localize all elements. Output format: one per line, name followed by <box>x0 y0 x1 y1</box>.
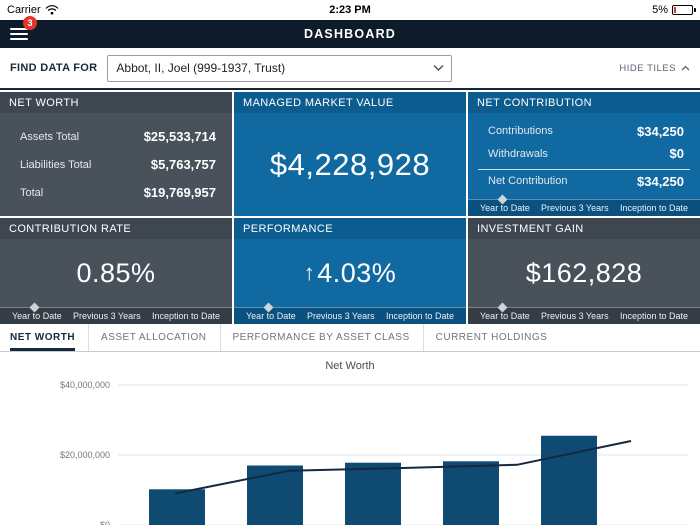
content-tabs: NET WORTH ASSET ALLOCATION PERFORMANCE B… <box>0 324 700 352</box>
stat-value: $19,769,957 <box>143 185 216 200</box>
performance-percent: 4.03% <box>317 257 397 288</box>
tile-net-worth: NET WORTH Assets Total $25,533,714 Liabi… <box>0 92 232 216</box>
hamburger-icon <box>10 28 28 30</box>
hide-tiles-button[interactable]: HIDE TILES <box>619 63 690 74</box>
tile-title: MANAGED MARKET VALUE <box>234 92 466 113</box>
period-tabs: Year to Date Previous 3 Years Inception … <box>468 194 700 216</box>
tab-asset-allocation[interactable]: ASSET ALLOCATION <box>88 324 219 351</box>
stat-row: Assets Total $25,533,714 <box>0 129 232 144</box>
client-select-wrap: Abbot, II, Joel (999-1937, Trust) <box>107 54 453 82</box>
stat-row: Net Contribution $34,250 <box>478 168 690 189</box>
battery-percent: 5% <box>652 4 668 16</box>
net-worth-chart: $40,000,000 $20,000,000 $0 <box>60 380 688 525</box>
stat-row: Liabilities Total $5,763,757 <box>0 157 232 172</box>
tile-title: PERFORMANCE <box>234 218 466 239</box>
y-axis-tick: $20,000,000 <box>60 450 110 460</box>
up-arrow-icon: ↑ <box>303 260 316 285</box>
find-data-bar: FIND DATA FOR Abbot, II, Joel (999-1937,… <box>0 48 700 90</box>
battery-level <box>673 7 676 13</box>
stat-row: Total $19,769,957 <box>0 185 232 200</box>
period-tabs: Year to Date Previous 3 Years Inception … <box>234 302 466 324</box>
notification-badge: 3 <box>23 16 37 30</box>
stat-value: $34,250 <box>637 123 684 139</box>
period-tab-previous-3-years[interactable]: Previous 3 Years <box>307 311 375 321</box>
period-tab-previous-3-years[interactable]: Previous 3 Years <box>541 311 609 321</box>
managed-market-value: $4,228,928 <box>269 146 431 182</box>
wifi-icon <box>45 5 59 15</box>
performance-value: ↑ 4.03% <box>234 239 466 307</box>
tab-performance-by-asset-class[interactable]: PERFORMANCE BY ASSET CLASS <box>220 324 423 351</box>
investment-gain-value: $162,828 <box>525 257 643 288</box>
period-tab-year-to-date[interactable]: Year to Date <box>480 203 530 213</box>
stat-row: Contributions $34,250 <box>468 124 700 139</box>
tile-title: INVESTMENT GAIN <box>468 218 700 239</box>
stat-label: Withdrawals <box>488 147 548 160</box>
app-header: 3 DASHBOARD <box>0 16 700 48</box>
period-tab-year-to-date[interactable]: Year to Date <box>480 311 530 321</box>
period-tabs: Year to Date Previous 3 Years Inception … <box>468 302 700 324</box>
tab-net-worth[interactable]: NET WORTH <box>10 324 88 351</box>
menu-button[interactable]: 3 <box>10 16 37 40</box>
tile-net-contribution: NET CONTRIBUTION Contributions $34,250 W… <box>468 92 700 216</box>
stat-value: $34,250 <box>637 173 684 189</box>
period-tab-previous-3-years[interactable]: Previous 3 Years <box>73 311 141 321</box>
bar <box>345 462 401 525</box>
tile-contribution-rate: CONTRIBUTION RATE 0.85% Year to Date Pre… <box>0 218 232 324</box>
tile-title: NET WORTH <box>0 92 232 113</box>
period-tabs: Year to Date Previous 3 Years Inception … <box>0 302 232 324</box>
tile-performance: PERFORMANCE ↑ 4.03% Year to Date Previou… <box>234 218 466 324</box>
client-selector[interactable]: Abbot, II, Joel (999-1937, Trust) <box>107 54 453 82</box>
y-axis-tick: $0 <box>100 520 110 525</box>
stat-row: Withdrawals $0 <box>468 146 700 161</box>
stat-value: $25,533,714 <box>143 129 216 144</box>
status-left: Carrier <box>7 4 137 16</box>
carrier-label: Carrier <box>7 4 41 16</box>
page-title: DASHBOARD <box>303 27 397 41</box>
tile-investment-gain: INVESTMENT GAIN $162,828 Year to Date Pr… <box>468 218 700 324</box>
find-data-label: FIND DATA FOR <box>10 62 98 74</box>
y-axis-tick: $40,000,000 <box>60 380 110 390</box>
chart-title: Net Worth <box>325 360 375 372</box>
tab-label: CURRENT HOLDINGS <box>435 332 548 343</box>
clock: 2:23 PM <box>329 4 371 16</box>
period-tab-inception-to-date[interactable]: Inception to Date <box>619 311 688 321</box>
stat-label: Contributions <box>488 125 553 137</box>
status-bar: Carrier 2:23 PM 5% <box>0 0 700 20</box>
tab-label: PERFORMANCE BY ASSET CLASS <box>232 332 410 343</box>
stat-rows: Contributions $34,250 Withdrawals $0 Net… <box>468 113 700 199</box>
tab-current-holdings[interactable]: CURRENT HOLDINGS <box>423 324 561 351</box>
bar <box>149 489 205 525</box>
tile-title: CONTRIBUTION RATE <box>0 218 232 239</box>
hide-tiles-label: HIDE TILES <box>619 62 676 74</box>
period-tab-inception-to-date[interactable]: Inception to Date <box>151 311 220 321</box>
tile-title: NET CONTRIBUTION <box>468 92 700 113</box>
stat-value: $5,763,757 <box>150 157 216 172</box>
stat-label: Net Contribution <box>488 175 568 187</box>
chevron-up-icon <box>681 65 690 71</box>
stat-value: $0 <box>669 146 684 161</box>
tile-managed-market-value: MANAGED MARKET VALUE $4,228,928 <box>234 92 466 216</box>
period-tab-inception-to-date[interactable]: Inception to Date <box>385 311 454 321</box>
stat-label: Liabilities Total <box>20 158 92 171</box>
stat-rows: Assets Total $25,533,714 Liabilities Tot… <box>0 113 232 216</box>
chart-section: Net Worth $40,000,000 $20,000,000 $0 <box>0 360 700 525</box>
trend-line <box>174 440 632 495</box>
stat-label: Total <box>20 186 44 199</box>
battery-icon <box>671 5 696 15</box>
bar <box>247 465 303 525</box>
tab-label: ASSET ALLOCATION <box>101 332 207 343</box>
bar <box>443 461 499 525</box>
period-tab-year-to-date[interactable]: Year to Date <box>12 311 62 321</box>
period-tab-inception-to-date[interactable]: Inception to Date <box>619 203 688 213</box>
tiles-grid: NET WORTH Assets Total $25,533,714 Liabi… <box>0 90 700 324</box>
status-right: 5% <box>563 4 696 16</box>
period-tab-previous-3-years[interactable]: Previous 3 Years <box>541 203 609 213</box>
stat-label: Assets Total <box>20 130 80 143</box>
tab-label: NET WORTH <box>10 332 76 343</box>
period-tab-year-to-date[interactable]: Year to Date <box>246 311 296 321</box>
contribution-rate-value: 0.85% <box>76 257 156 288</box>
